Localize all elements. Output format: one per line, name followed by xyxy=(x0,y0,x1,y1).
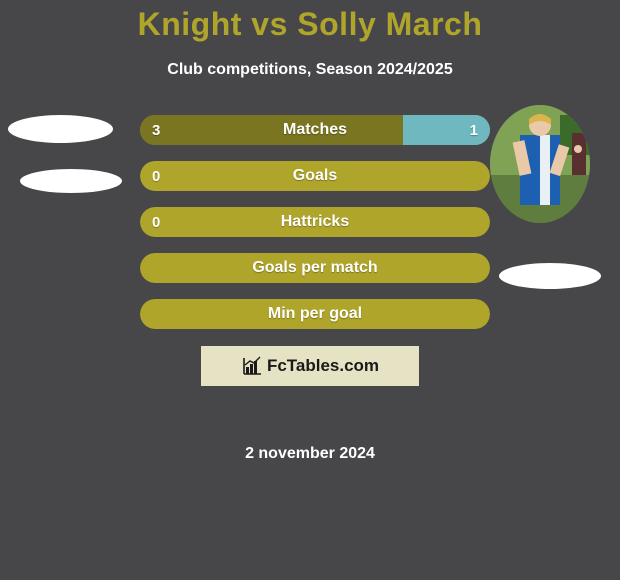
comparison-bars: Matches31Goals0Hattricks0Goals per match… xyxy=(140,115,490,345)
date-label: 2 november 2024 xyxy=(0,445,620,463)
avatar-image xyxy=(490,105,590,223)
stat-row: Hattricks0 xyxy=(140,207,490,237)
player-left-placeholder-2 xyxy=(20,169,122,193)
stat-row: Min per goal xyxy=(140,299,490,329)
stat-row: Goals per match xyxy=(140,253,490,283)
stat-value-right: 1 xyxy=(470,115,478,145)
player-left-placeholder-1 xyxy=(8,115,113,143)
stat-value-left: 0 xyxy=(152,161,160,191)
stat-label: Goals xyxy=(140,161,490,191)
stat-value-left: 3 xyxy=(152,115,160,145)
logo-text: FcTables.com xyxy=(267,356,379,376)
logo-icon xyxy=(241,355,263,377)
stat-row: Matches3 1 xyxy=(140,115,490,145)
page-title: Knight vs Solly March xyxy=(0,0,620,43)
stat-row: Goals0 xyxy=(140,161,490,191)
stat-label: Hattricks xyxy=(140,207,490,237)
stat-label: Min per goal xyxy=(140,299,490,329)
player-right-placeholder xyxy=(499,263,601,289)
stat-label: Goals per match xyxy=(140,253,490,283)
stat-label: Matches xyxy=(140,115,490,145)
player-right-avatar xyxy=(490,105,590,223)
stat-value-left: 0 xyxy=(152,207,160,237)
subtitle: Club competitions, Season 2024/2025 xyxy=(0,61,620,79)
comparison-stage: Matches31Goals0Hattricks0Goals per match… xyxy=(0,115,620,385)
attribution-box: FcTables.com xyxy=(201,346,419,386)
